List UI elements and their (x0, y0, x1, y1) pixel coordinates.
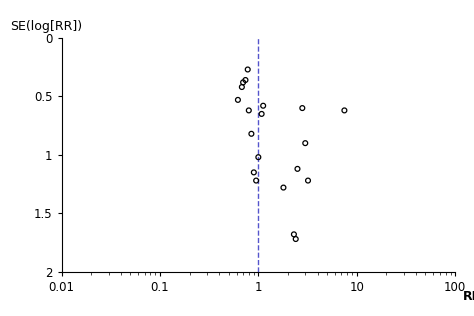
Point (250, 170, 258, 175)
Point (301, 141, 309, 146)
Point (255, 155, 262, 160)
Point (245, 108, 253, 113)
Point (304, 178, 312, 183)
Point (244, 67, 252, 72)
Point (234, 97, 242, 102)
Point (259, 103, 267, 108)
Text: SE(log[RR]): SE(log[RR]) (10, 20, 82, 33)
Point (252, 178, 260, 183)
Point (292, 236, 300, 241)
Point (280, 185, 287, 190)
Point (294, 166, 301, 171)
Text: RR: RR (463, 290, 474, 303)
Point (238, 84, 246, 89)
Point (258, 112, 265, 117)
Point (242, 77, 249, 82)
Point (299, 106, 306, 111)
Point (290, 232, 298, 237)
Point (239, 80, 247, 85)
Point (247, 131, 255, 136)
Point (341, 108, 348, 113)
